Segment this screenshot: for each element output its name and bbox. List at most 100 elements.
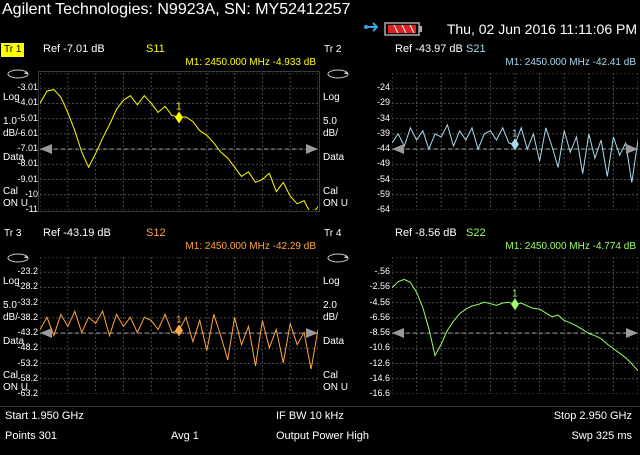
tr4-ref-level[interactable]: Ref -8.56 dB	[395, 227, 457, 239]
y-tick-label: -5.01	[17, 112, 38, 123]
tr2-cal[interactable]: Cal	[323, 186, 339, 197]
y-tick-label: -54	[376, 173, 390, 184]
y-tick-label: -33.2	[17, 296, 38, 307]
y-tick-label: -8.56	[369, 327, 390, 338]
tr2-label[interactable]: Tr 2	[324, 44, 342, 55]
tr3-display[interactable]: Data	[3, 336, 25, 347]
stop-frequency[interactable]: Stop 2.950 GHz	[553, 410, 632, 422]
tr4-label[interactable]: Tr 4	[324, 228, 342, 239]
y-tick-label: -53.2	[17, 357, 38, 368]
y-tick-label: -23.2	[17, 266, 38, 277]
start-frequency[interactable]: Start 1.950 GHz	[5, 410, 84, 422]
y-tick-label: -6.01	[17, 127, 38, 138]
tr2-ref-level[interactable]: Ref -43.97 dB	[395, 43, 463, 55]
tr3-s-param[interactable]: S12	[146, 227, 166, 239]
tr1-ref-arrow-right	[306, 144, 318, 155]
y-tick-label: -64	[376, 204, 390, 214]
tr1-cal[interactable]: Cal	[3, 186, 19, 197]
y-tick-label: -58.2	[17, 372, 38, 383]
y-tick-label: -4.01	[17, 97, 38, 108]
tr1-rotate-icon[interactable]	[6, 68, 30, 80]
tr2-scale-unit: dB/	[323, 128, 339, 139]
tr2-scale[interactable]: 5.0	[323, 116, 337, 127]
tr4-format[interactable]: Log	[323, 276, 340, 287]
tr1-scale[interactable]: 1.0	[3, 116, 17, 127]
if-bandwidth[interactable]: IF BW 10 kHz	[276, 410, 344, 422]
tr4-marker-diamond	[511, 298, 519, 311]
averaging[interactable]: Avg 1	[171, 430, 199, 442]
tr2-ref-arrow-right	[626, 144, 638, 155]
sweep-time[interactable]: Swp 325 ms	[571, 430, 632, 442]
tr4-cal-state: ON U	[323, 382, 348, 393]
status-footer: Start 1.950 GHz IF BW 10 kHz Stop 2.950 …	[0, 406, 640, 455]
tr1-scale-unit: dB/	[3, 128, 19, 139]
tr1-cal-state: ON U	[3, 198, 28, 209]
tr2-cal-state: ON U	[323, 198, 348, 209]
y-tick-label: -3.01	[17, 82, 38, 93]
tr3-ref-level[interactable]: Ref -43.19 dB	[43, 227, 111, 239]
tr2-marker-diamond	[511, 138, 519, 151]
instrument-title: Agilent Technologies: N9923A, SN: MY5241…	[2, 1, 351, 18]
tr2-s-param[interactable]: S21	[466, 43, 486, 55]
battery-icon	[384, 22, 422, 36]
y-tick-label: -59	[376, 188, 390, 199]
tr1-marker-number: 1	[176, 101, 182, 112]
tr4-y-axis: -.56 -2.56 -4.56 -6.56 -8.56 -10.6 -12.6 -14.6 -…	[352, 257, 390, 398]
datetime: Thu, 02 Jun 2016 11:11:06 PM	[446, 21, 637, 37]
tr1-plot[interactable]: 1	[40, 73, 318, 210]
y-tick-label: -44	[376, 143, 390, 154]
tr3-rotate-icon[interactable]	[6, 252, 30, 264]
y-tick-label: -10	[24, 188, 38, 199]
y-tick-label: -16.6	[369, 388, 390, 398]
y-tick-label: -34	[376, 112, 390, 123]
y-tick-label: -49	[376, 158, 390, 169]
tr1-label[interactable]: Tr 1	[1, 43, 25, 57]
tr2-marker-number: 1	[512, 128, 518, 139]
tr2-y-axis: -24 -29 -34 -39 -44 -49 -54 -59 -64	[352, 73, 390, 214]
tr1-marker-readout: M1: 2450.000 MHz -4.933 dB	[185, 57, 316, 68]
tr1-ref-level[interactable]: Ref -7.01 dB	[43, 43, 105, 55]
tr1-ref-arrow-left	[40, 144, 52, 155]
points[interactable]: Points 301	[5, 430, 57, 442]
tr1-y-axis: -3.01 -4.01 -5.01 -6.01 -7.01 -8.01 -9.01 -10 -1…	[0, 73, 38, 214]
y-tick-label: -4.56	[369, 296, 390, 307]
tr4-plot[interactable]: 1	[392, 257, 638, 394]
tr3-ref-arrow-left	[40, 328, 52, 339]
tr2-format[interactable]: Log	[323, 92, 340, 103]
usb-icon	[364, 22, 379, 32]
tr4-s-param[interactable]: S22	[466, 227, 486, 239]
y-tick-label: -.56	[374, 266, 390, 277]
tr3-cal[interactable]: Cal	[3, 370, 19, 381]
tr4-ref-arrow-left	[392, 328, 404, 339]
tr4-display[interactable]: Data	[323, 336, 345, 347]
tr2-rotate-icon[interactable]	[326, 68, 350, 80]
tr3-marker-number: 1	[176, 314, 182, 325]
tr2-display[interactable]: Data	[323, 152, 345, 163]
tr1-marker-diamond	[175, 111, 183, 124]
tr3-cal-state: ON U	[3, 382, 28, 393]
y-tick-label: -9.01	[17, 173, 38, 184]
output-power[interactable]: Output Power High	[276, 430, 369, 442]
tr3-scale[interactable]: 5.0	[3, 300, 17, 311]
y-tick-label: -39	[376, 127, 390, 138]
tr3-y-axis: -23.2 -28.2 -33.2 -38.2 -43.2 -48.2 -53.2 -58.2…	[0, 257, 38, 398]
tr3-scale-unit: dB/	[3, 312, 19, 323]
y-tick-label: -6.56	[369, 311, 390, 322]
tr3-plot[interactable]: 1	[40, 257, 318, 394]
tr4-rotate-icon[interactable]	[326, 252, 350, 264]
tr4-cal[interactable]: Cal	[323, 370, 339, 381]
tr2-ref-arrow-left	[392, 144, 404, 155]
tr4-ref-arrow-right	[626, 328, 638, 339]
tr4-scale[interactable]: 2.0	[323, 300, 337, 311]
tr3-label[interactable]: Tr 3	[4, 228, 22, 239]
tr1-display[interactable]: Data	[3, 152, 25, 163]
tr2-plot[interactable]: 1	[392, 73, 638, 210]
y-tick-label: -8.01	[17, 158, 38, 169]
tr1-format[interactable]: Log	[3, 92, 20, 103]
y-tick-label: -2.56	[369, 281, 390, 292]
tr3-format[interactable]: Log	[3, 276, 20, 287]
y-tick-label: -28.2	[17, 281, 38, 292]
tr4-scale-unit: dB/	[323, 312, 339, 323]
y-tick-label: -10.6	[369, 342, 390, 353]
tr1-s-param[interactable]: S11	[146, 43, 165, 55]
